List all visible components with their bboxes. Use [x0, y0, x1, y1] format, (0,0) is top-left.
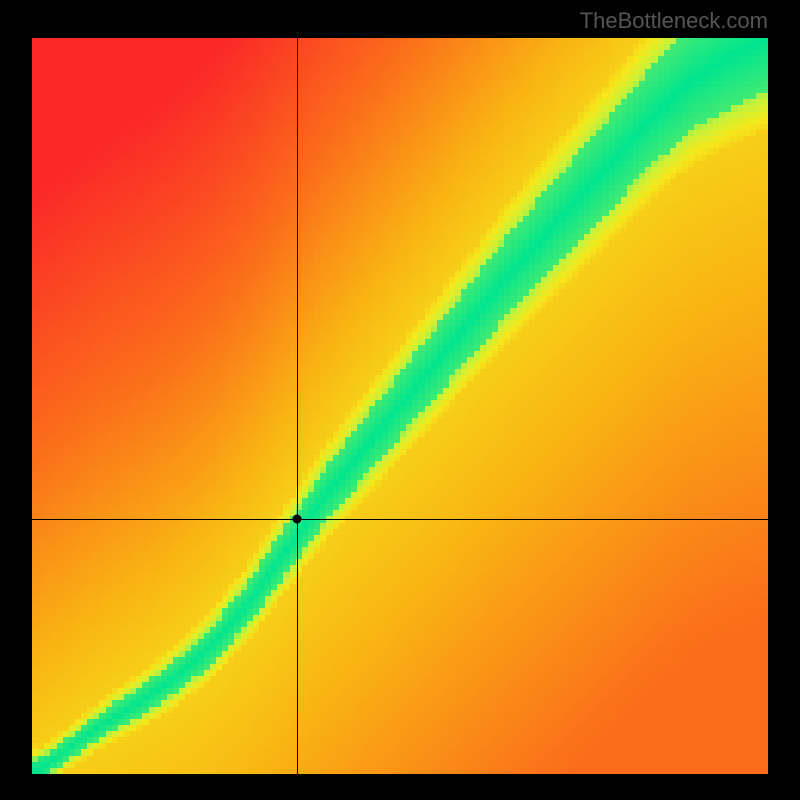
- crosshair-vertical: [297, 38, 298, 774]
- chart-container: TheBottleneck.com: [0, 0, 800, 800]
- bottleneck-heatmap: [32, 38, 768, 774]
- watermark-text: TheBottleneck.com: [580, 8, 768, 34]
- crosshair-horizontal: [32, 519, 768, 520]
- plot-area: [32, 38, 768, 774]
- marker-dot: [292, 515, 301, 524]
